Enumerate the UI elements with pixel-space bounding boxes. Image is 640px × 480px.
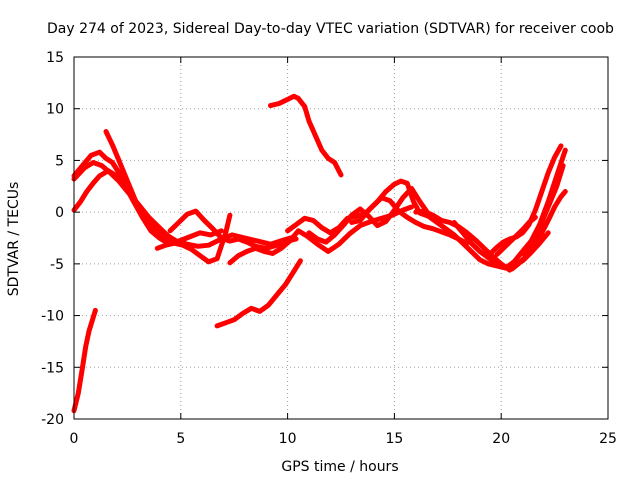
x-axis-label: GPS time / hours xyxy=(281,459,398,475)
plot-frame xyxy=(73,56,609,420)
grid-layer xyxy=(74,57,608,419)
series-line-s9 xyxy=(214,258,303,329)
series-line-s5 xyxy=(103,129,179,246)
y-tick-label: 0 xyxy=(55,205,64,221)
x-tick-label: 10 xyxy=(279,431,297,447)
x-tick-label: 5 xyxy=(176,431,185,447)
chart-title: Day 274 of 2023, Sidereal Day-to-day VTE… xyxy=(47,21,614,37)
series-line-s8 xyxy=(227,204,414,266)
y-tick-label: -5 xyxy=(50,257,64,273)
series-line-s19 xyxy=(520,189,568,256)
series-line-s7 xyxy=(167,208,299,251)
tick-layer xyxy=(73,56,609,420)
y-tick-labels: -20 -15 -10 -5 0 5 10 15 xyxy=(41,50,64,428)
series-line-s18 xyxy=(509,163,566,272)
y-tick-label: -20 xyxy=(41,412,64,428)
series-layer xyxy=(71,93,568,414)
x-tick-label: 20 xyxy=(492,431,510,447)
x-tick-label: 0 xyxy=(70,431,79,447)
y-tick-label: 15 xyxy=(46,50,64,66)
series-line-s4 xyxy=(71,168,224,246)
series-line-s2 xyxy=(71,160,297,249)
x-tick-labels: 0 5 10 15 20 25 xyxy=(70,431,617,447)
y-tick-label: 10 xyxy=(46,102,64,118)
y-axis-label: SDTVAR / TECUs xyxy=(6,182,22,297)
series-line-s17 xyxy=(494,214,538,257)
x-tick-label: 25 xyxy=(599,431,617,447)
series-line-s1 xyxy=(71,307,98,414)
y-tick-label: -10 xyxy=(41,309,64,325)
y-tick-label: 5 xyxy=(55,153,64,169)
series-line-s6 xyxy=(154,212,233,265)
y-tick-label: -15 xyxy=(41,360,64,376)
x-tick-label: 15 xyxy=(385,431,403,447)
series-line-s10 xyxy=(268,93,344,178)
